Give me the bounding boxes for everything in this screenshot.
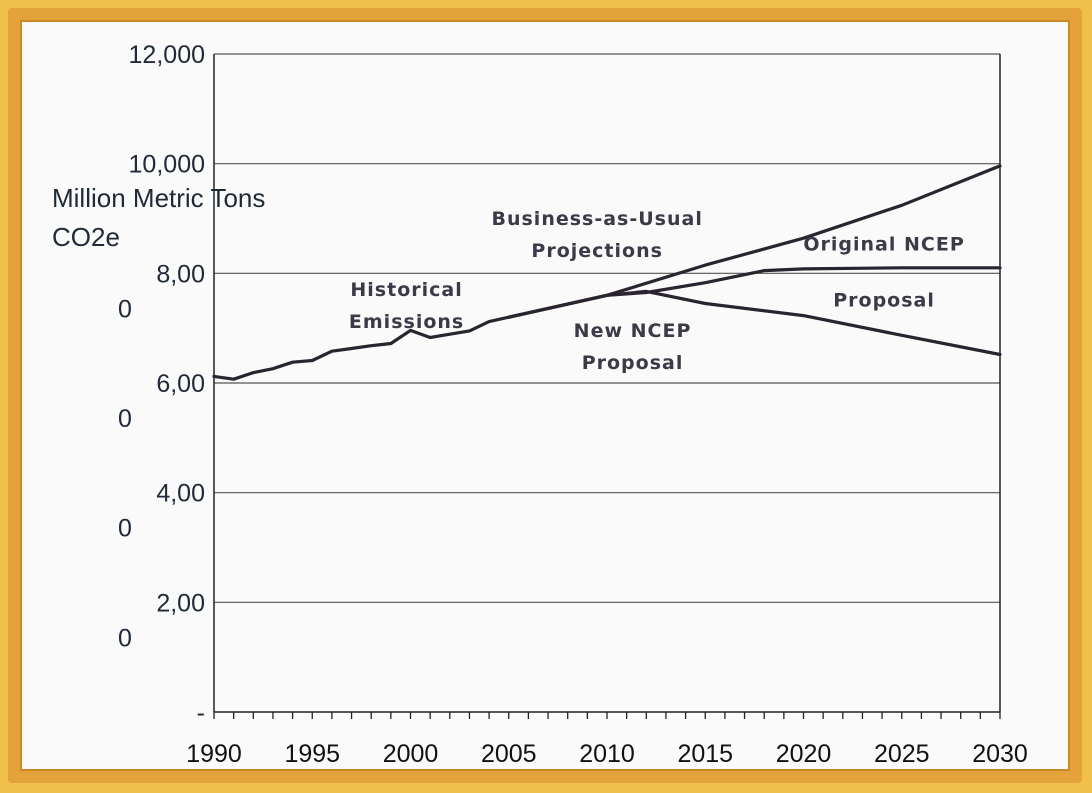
- x-tick-label-2025: 2025: [874, 740, 930, 768]
- y-tick-label-line: 0: [118, 515, 132, 543]
- series-line-historical: [212, 315, 511, 381]
- annotation-original-ncep-line2: Proposal: [833, 289, 935, 311]
- x-tick-label-2010: 2010: [579, 740, 635, 768]
- series-line-new_ncep: [507, 289, 1002, 357]
- y-tick-label-4000: 4,00 0: [118, 480, 205, 543]
- annotation-historical: Historical Emissions: [349, 279, 464, 333]
- y-tick-label-line: 12,000: [129, 41, 205, 69]
- y-tick-label-line: 4,00: [156, 480, 205, 508]
- labels: Million Metric Tons CO2e 12,000 10,000 8,0…: [52, 41, 1028, 768]
- x-tick-label-2030: 2030: [972, 740, 1028, 768]
- y-tick-label-line: -: [197, 699, 205, 727]
- x-tick-label-2020: 2020: [776, 740, 832, 768]
- y-tick-label-line: 0: [118, 295, 132, 323]
- grid-lines: [214, 53, 1000, 603]
- x-tick-label-1990: 1990: [186, 740, 242, 768]
- annotation-new-ncep: New NCEP Proposal: [574, 320, 692, 374]
- y-tick-label-12000: 12,000: [129, 41, 205, 69]
- y-tick-label-line: 6,00: [156, 370, 205, 398]
- y-tick-label-8000: 8,00 0: [118, 260, 205, 323]
- axes: [213, 54, 1001, 719]
- annotation-bau: Business-as-Usual Projections: [491, 208, 702, 262]
- x-tick-label-2000: 2000: [383, 740, 439, 768]
- x-tick-label-1995: 1995: [284, 740, 340, 768]
- annotation-line: Business-as-Usual: [491, 208, 702, 230]
- y-tick-label-line: 0: [118, 624, 132, 652]
- x-tick-label-2015: 2015: [677, 740, 733, 768]
- y-axis-title-line2: CO2e: [52, 222, 120, 252]
- annotation-line: Projections: [531, 240, 663, 262]
- series-lines: [212, 164, 1002, 381]
- y-tick-label-0: -: [197, 699, 205, 727]
- x-tick-label-2005: 2005: [481, 740, 537, 768]
- annotation-line: Emissions: [349, 311, 464, 333]
- y-tick-label-line: 8,00: [156, 260, 205, 288]
- y-tick-label-10000: 10,000: [129, 151, 205, 179]
- annotation-line: New NCEP: [574, 320, 692, 342]
- chart-panel: [20, 20, 1070, 771]
- y-tick-label-line: 10,000: [129, 151, 205, 179]
- annotation-original-ncep: Original NCEP: [803, 233, 964, 255]
- y-tick-label-line: 2,00: [156, 589, 205, 617]
- annotation-line: Proposal: [582, 352, 684, 374]
- y-tick-label-line: 0: [118, 405, 132, 433]
- y-axis-title-line1: Million Metric Tons: [52, 183, 265, 213]
- y-tick-label-6000: 6,00 0: [118, 370, 205, 433]
- annotation-line: Historical: [350, 279, 462, 301]
- y-tick-label-2000: 2,00 0: [118, 589, 205, 652]
